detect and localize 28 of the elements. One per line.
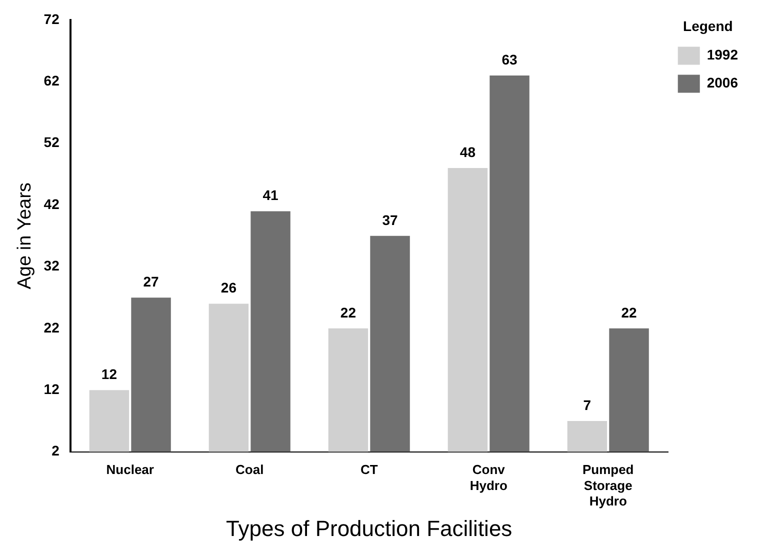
y-tick-label: 22 <box>44 319 60 336</box>
legend-title: Legend <box>683 18 733 34</box>
data-label: 41 <box>262 187 279 204</box>
data-label: 26 <box>220 280 237 296</box>
data-label: 27 <box>143 273 160 290</box>
x-tick-label: Conv Hydro <box>470 462 508 493</box>
x-tick-label: Coal <box>236 462 264 478</box>
x-tick-label: Nuclear <box>106 462 154 478</box>
x-tick-label: Pumped Storage Hydro <box>582 462 634 508</box>
x-tick-label: CT <box>360 462 378 478</box>
data-label: 63 <box>502 51 518 68</box>
y-tick-label: 52 <box>44 134 60 150</box>
y-tick-label: 42 <box>44 196 60 212</box>
data-label: 22 <box>340 304 356 320</box>
y-tick-label: 72 <box>44 10 60 27</box>
legend-label: 1992 <box>706 46 738 63</box>
x-axis-title: Types of Production Facilities <box>226 516 512 541</box>
y-tick-label: 62 <box>44 72 60 89</box>
data-label: 12 <box>101 366 118 382</box>
data-label: 37 <box>382 212 398 228</box>
legend-label: 2006 <box>706 74 738 91</box>
y-tick-label: 32 <box>44 258 60 274</box>
data-label: 48 <box>460 144 476 160</box>
y-tick-label: 12 <box>44 380 60 397</box>
data-label: 7 <box>583 396 592 413</box>
y-tick-label: 2 <box>52 442 60 459</box>
y-axis-title: Age in Years <box>14 182 36 290</box>
data-label: 22 <box>621 304 638 320</box>
